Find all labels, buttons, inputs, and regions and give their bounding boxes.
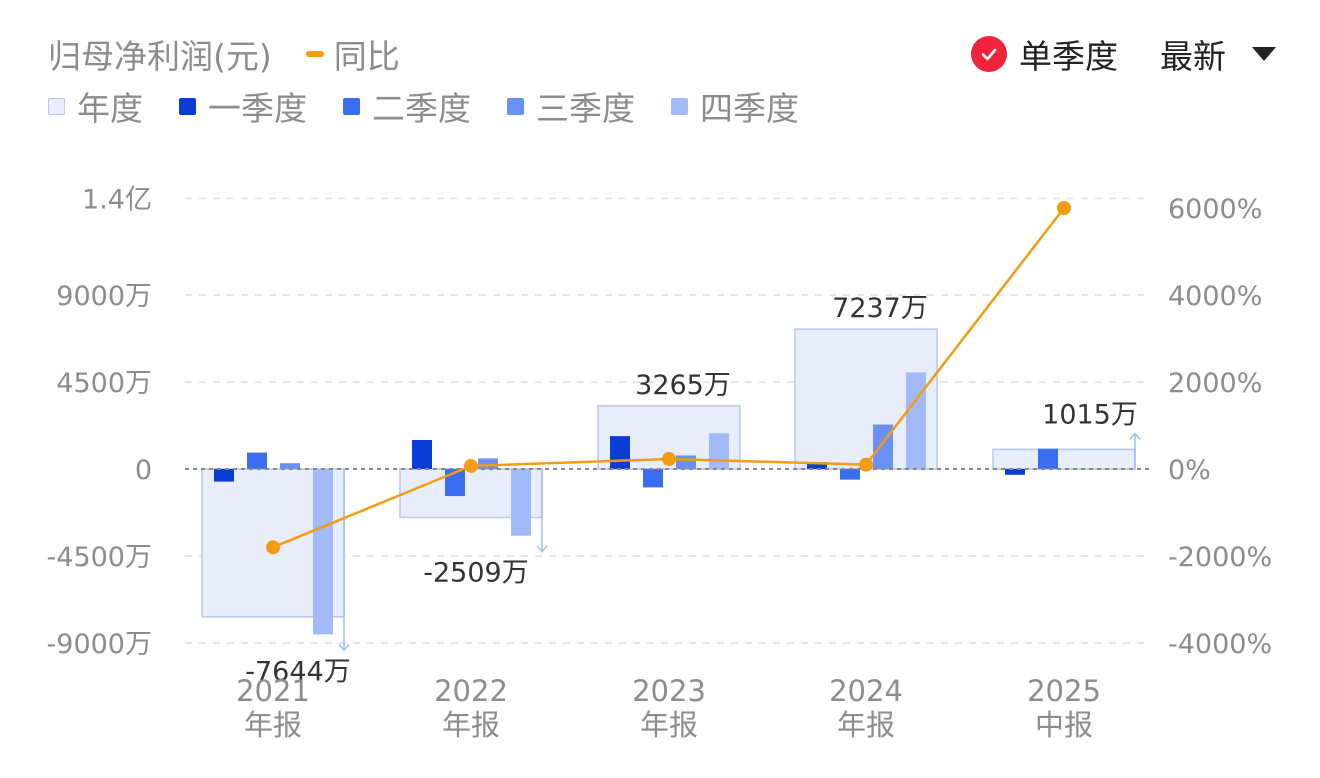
arrow-down-icon [536, 545, 548, 553]
y-left-tick-label: 9000万 [56, 281, 152, 312]
quarter-bar-q1 [610, 436, 630, 469]
y-right-tick-label: 0% [1168, 455, 1211, 486]
chart-title: 归母净利润(元) [48, 37, 272, 76]
legend-swatch-q3 [507, 97, 524, 115]
legend-item-q2[interactable]: 二季度 [343, 82, 471, 130]
legend-swatch-q2 [343, 97, 360, 115]
x-tick-period: 年报 [837, 708, 895, 742]
series-legend: 年度 一季度 二季度 三季度 四季度 [48, 82, 835, 130]
annual-value-label: 7237万 [832, 293, 928, 324]
quarter-bar-q4 [313, 469, 333, 635]
x-tick-period: 年报 [244, 708, 302, 742]
legend-label-q3: 三季度 [536, 89, 635, 128]
y-right-tick-label: 4000% [1168, 281, 1262, 312]
quarter-bar-q2 [840, 469, 860, 480]
annual-value-label: 1015万 [1042, 399, 1138, 430]
chart-header: 归母净利润(元) 同比 [48, 30, 400, 78]
annual-bar [992, 448, 1136, 470]
legend-label-q1: 一季度 [208, 89, 307, 128]
quarter-bar-q4 [906, 372, 926, 469]
x-tick-period: 年报 [640, 708, 698, 742]
quarter-bar-q2 [1038, 448, 1058, 469]
checkmark-icon[interactable] [971, 36, 1007, 72]
yoy-point [1057, 201, 1071, 215]
quarter-bar-q2 [643, 469, 663, 488]
annual-value-label: 3265万 [635, 370, 731, 401]
yoy-point [662, 451, 676, 466]
caret-down-icon [1252, 47, 1276, 61]
y-left-tick-label: 0 [135, 455, 152, 486]
x-tick-year: 2025 [1027, 674, 1101, 708]
arrow-up-icon [1129, 432, 1141, 440]
y-left-tick-label: -9000万 [47, 629, 152, 660]
y-right-tick-label: -2000% [1168, 542, 1272, 573]
quarter-bar-q1 [214, 469, 234, 482]
arrow-down-icon [338, 643, 350, 652]
quarter-bar-q3 [676, 455, 696, 469]
single-quarter-toggle[interactable]: 单季度 [1019, 37, 1118, 76]
legend-label-annual: 年度 [77, 89, 143, 128]
quarter-bar-q4 [709, 433, 729, 469]
x-tick-year: 2022 [434, 674, 508, 708]
x-tick-period: 年报 [442, 708, 500, 742]
chart-controls: 单季度 最新 [971, 30, 1276, 78]
yoy-point [859, 457, 873, 472]
y-right-tick-label: 2000% [1168, 368, 1262, 399]
yoy-legend-label: 同比 [333, 37, 400, 76]
y-left-tick-label: 4500万 [56, 368, 152, 399]
quarter-bar-q1 [412, 440, 432, 469]
y-right-tick-label: -4000% [1168, 629, 1272, 660]
y-left-tick-label: -4500万 [47, 542, 152, 573]
legend-swatch-q4 [671, 97, 688, 115]
x-tick-year: 2021 [236, 674, 310, 708]
period-dropdown[interactable]: 最新 [1160, 30, 1276, 78]
x-tick-period: 中报 [1035, 708, 1093, 742]
annual-value-label: -7644万 [245, 656, 350, 687]
x-tick-year: 2023 [632, 674, 706, 708]
period-dropdown-value: 最新 [1160, 37, 1226, 76]
y-left-tick-label: 1.4亿 [82, 184, 152, 215]
legend-label-q2: 二季度 [372, 89, 471, 128]
yoy-point [266, 540, 280, 555]
quarter-bar-q2 [247, 452, 267, 469]
legend-swatch-q1 [179, 97, 196, 115]
annual-value-label: -2509万 [423, 558, 528, 589]
quarter-bar-q3 [478, 458, 498, 469]
quarter-bar-q3 [280, 463, 300, 469]
quarter-bar-q3 [873, 424, 893, 469]
legend-label-q4: 四季度 [700, 89, 799, 128]
legend-item-q4[interactable]: 四季度 [671, 82, 799, 130]
y-right-tick-label: 6000% [1168, 194, 1262, 225]
quarter-bar-q1 [807, 462, 827, 469]
quarter-bar-q4 [511, 469, 531, 536]
legend-item-q3[interactable]: 三季度 [507, 82, 635, 130]
x-tick-year: 2024 [829, 674, 903, 708]
quarter-bar-q1 [1005, 469, 1025, 475]
legend-item-q1[interactable]: 一季度 [179, 82, 307, 130]
yoy-point [464, 458, 478, 473]
legend-swatch-annual [48, 97, 65, 115]
legend-item-annual[interactable]: 年度 [48, 82, 143, 130]
yoy-legend-marker [305, 51, 324, 57]
